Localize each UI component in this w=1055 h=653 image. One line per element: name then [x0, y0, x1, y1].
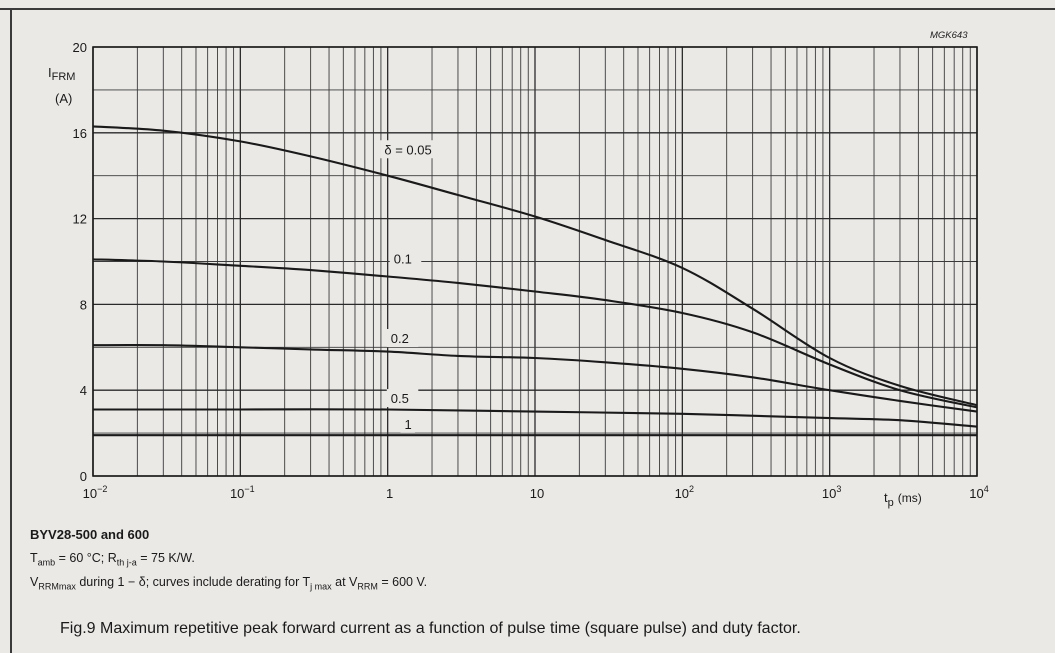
x-tick-label: 10−2 — [83, 484, 108, 501]
y-axis-label: IFRM — [48, 65, 75, 83]
series-line-2 — [92, 343, 978, 413]
grid-layer — [92, 46, 978, 477]
x-tick-label: 10−1 — [230, 484, 255, 501]
series-label-4: 1 — [404, 417, 411, 432]
conditions-line-2: VRRMmax during 1 − δ; curves include der… — [30, 575, 427, 594]
note1-part0: T — [30, 551, 38, 565]
x-tick-label: 103 — [822, 484, 841, 501]
figure-caption: Fig.9 Maximum repetitive peak forward cu… — [60, 620, 801, 637]
note2-part1: RRMmax — [38, 581, 76, 592]
note1-part4: = 75 K/W. — [136, 551, 195, 565]
note1-part1: amb — [37, 557, 56, 568]
series-label-bg — [389, 249, 422, 268]
y-tick-label: 0 — [80, 469, 87, 484]
note2-part0: V — [30, 575, 39, 589]
note2-part3: j max — [310, 581, 332, 592]
series-label-3: 0.5 — [391, 391, 409, 406]
series-label-bg — [380, 140, 455, 159]
x-tick-label: 1 — [386, 486, 393, 501]
series-label-bg — [400, 414, 415, 433]
y-axis-unit: (A) — [55, 91, 72, 106]
x-tick-label: 102 — [675, 484, 694, 501]
x-tick-label: 10 — [530, 486, 544, 501]
y-tick-label: 16 — [73, 126, 87, 141]
series-label-1: 0.1 — [394, 252, 412, 267]
y-tick-label: 12 — [73, 212, 87, 227]
series-line-1 — [92, 258, 978, 409]
note1-part3: th j-a — [116, 557, 137, 568]
note2-part5: RRM — [357, 581, 378, 592]
note2-part2: during 1 − δ; curves include derating fo… — [75, 575, 311, 589]
series-line-0 — [92, 125, 978, 407]
label-layer: 0 4 8 12 16 20 10−2 10−1 1 10 102 103 104 IFRM (A) tp (m… — [48, 40, 989, 509]
y-tick-label: 20 — [73, 40, 87, 55]
note1-part2: = 60 °C; R — [55, 551, 117, 565]
series-label-2: 0.2 — [391, 331, 409, 346]
x-axis-label: tp (ms) — [884, 490, 922, 509]
axis-layer — [92, 46, 978, 477]
plot-frame — [92, 46, 978, 477]
y-tick-label: 4 — [80, 383, 87, 398]
series-line-3 — [92, 408, 978, 428]
series-label-bg — [386, 329, 419, 348]
frame-top-border — [0, 8, 1055, 10]
conditions-line-1: Tamb = 60 °C; Rth j-a = 75 K/W. — [30, 551, 195, 570]
curve-layer — [92, 125, 978, 437]
series-label-bg — [386, 389, 419, 408]
model-name: BYV28-500 and 600 — [30, 527, 150, 542]
note2-part4: at V — [331, 575, 358, 589]
figure-code-label: MGK643 — [930, 30, 968, 41]
model-name-note: BYV28-500 and 600 — [30, 528, 149, 542]
note2-part6: = 600 V. — [377, 575, 428, 589]
x-tick-label: 104 — [969, 484, 988, 501]
frame-left-border — [10, 8, 12, 653]
y-tick-label: 8 — [80, 297, 87, 312]
series-label-0: δ = 0.05 — [384, 142, 431, 157]
